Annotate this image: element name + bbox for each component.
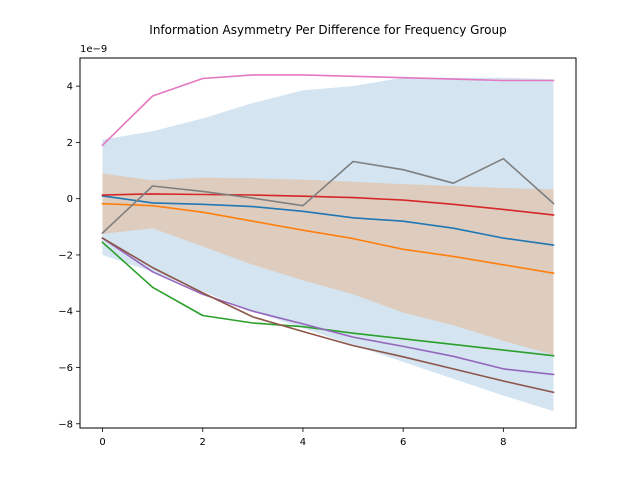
- y-axis-multiplier: 1e−9: [80, 44, 107, 55]
- y-tick-label: −4: [58, 307, 73, 318]
- series-line-1: [101, 202, 555, 275]
- x-tick-label: 6: [400, 437, 406, 448]
- x-tick-label: 0: [99, 437, 105, 448]
- y-axis: −8 −6 −4 −2 0 2 4: [58, 82, 80, 430]
- x-tick-label: 8: [500, 437, 506, 448]
- plot-frame: [79, 57, 577, 429]
- series-line-7: [101, 157, 555, 235]
- y-tick-label: −8: [58, 419, 73, 430]
- y-tick-label: 0: [67, 194, 73, 205]
- series-line-4: [101, 236, 555, 376]
- series-line-5: [101, 237, 555, 394]
- y-tick-label: 4: [67, 82, 73, 93]
- series-lines: [101, 74, 555, 394]
- x-axis: 0 2 4 6 8: [99, 428, 507, 448]
- x-tick-label: 4: [300, 437, 306, 448]
- band-1: [102, 173, 554, 355]
- chart-title: Information Asymmetry Per Difference for…: [149, 23, 506, 37]
- y-tick-label: −6: [58, 363, 73, 374]
- x-tick-label: 2: [200, 437, 206, 448]
- series-line-0: [101, 194, 555, 247]
- series-line-6: [101, 74, 555, 147]
- confidence-bands: [102, 77, 554, 412]
- series-line-3: [101, 193, 555, 216]
- y-tick-label: 2: [67, 138, 73, 149]
- y-tick-label: −2: [58, 250, 73, 261]
